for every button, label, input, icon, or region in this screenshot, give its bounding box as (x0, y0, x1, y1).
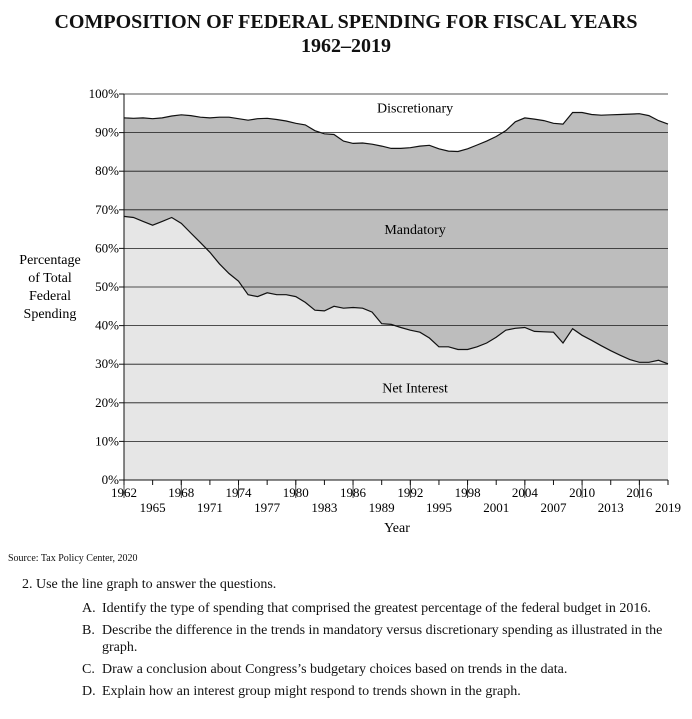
question-item-letter: D. (82, 684, 96, 699)
question-item: C. Draw a conclusion about Congress’s bud… (82, 661, 682, 678)
y-tick-label: 10% (95, 433, 119, 448)
y-tick-label: 30% (95, 356, 119, 371)
y-tick-label: 100% (89, 86, 120, 101)
y-axis-label-line: of Total (28, 271, 72, 286)
question-item-letter: C. (82, 662, 95, 677)
y-tick-label: 60% (95, 240, 119, 255)
question-item: D. Explain how an interest group might re… (82, 683, 682, 700)
x-tick-label: 2016 (626, 485, 653, 500)
area-chart: 0%10%20%30%40%50%60%70%80%90%100% 1962 19… (19, 86, 681, 536)
source-note: Source: Tax Policy Center, 2020 (8, 553, 138, 564)
x-tick-label: 2019 (655, 500, 681, 515)
question-item-letter: B. (82, 623, 95, 638)
chart-title: COMPOSITION OF FEDERAL SPENDING FOR FISC… (0, 10, 692, 58)
x-tick-label: 2010 (569, 485, 595, 500)
y-tick-label: 50% (95, 279, 119, 294)
discretionary-area (124, 216, 668, 480)
x-tick-label: 1980 (283, 485, 309, 500)
area-labels: Discretionary Mandatory Net Interest (377, 102, 453, 397)
mandatory-line (123, 111, 669, 153)
x-tick-label: 1986 (340, 485, 367, 500)
x-axis-label: Year (384, 521, 410, 536)
x-tick-label: 2004 (512, 485, 539, 500)
area-label: Net Interest (382, 381, 448, 396)
x-tick-label: 1962 (111, 485, 137, 500)
question-item-letter: A. (82, 601, 96, 616)
x-tick-label: 1992 (397, 485, 423, 500)
y-tick-label: 40% (95, 318, 119, 333)
x-tick-label: 1995 (426, 500, 452, 515)
x-tick-label: 1968 (168, 485, 194, 500)
x-tick-label: 1965 (140, 500, 166, 515)
question-item-text: Identify the type of spending that compr… (102, 601, 651, 616)
y-tick-label: 70% (95, 202, 119, 217)
question-prompt: 2. Use the line graph to answer the ques… (22, 577, 277, 592)
y-axis-label-line: Percentage (19, 253, 80, 268)
discretionary-line (123, 215, 669, 365)
y-tick-label: 0% (102, 472, 120, 487)
question-items: A. Identify the type of spending that com… (82, 600, 682, 705)
x-tick-label: 1989 (369, 500, 395, 515)
y-tick-label: 20% (95, 395, 119, 410)
chart-title-line-1: COMPOSITION OF FEDERAL SPENDING FOR FISC… (54, 11, 638, 33)
question-item: B. Describe the difference in the trends … (82, 622, 682, 656)
y-tick-label: 90% (95, 125, 119, 140)
x-tick-label: 2013 (598, 500, 624, 515)
x-axis-ticks: 1962 1968 1974 1980 1986 1992 1998 2004 2010 2016… (111, 480, 681, 515)
y-tick-label: 80% (95, 163, 119, 178)
area-label: Mandatory (384, 223, 445, 238)
area-label: Discretionary (377, 102, 453, 117)
x-tick-label: 1971 (197, 500, 223, 515)
y-axis-ticks: 0% 10% 20% 30% 40% 50% 60% 70% 80% 90% 100% (89, 86, 124, 487)
chart-title-line-2: 1962–2019 (301, 35, 391, 57)
x-tick-label: 1974 (226, 485, 253, 500)
x-tick-label: 2007 (540, 500, 567, 515)
y-axis-label-line: Spending (24, 307, 77, 322)
x-tick-label: 2001 (483, 500, 509, 515)
question-item-text: Describe the difference in the trends in… (102, 623, 663, 655)
x-tick-label: 1977 (254, 500, 281, 515)
question-item: A. Identify the type of spending that com… (82, 600, 682, 617)
chart-series-lines (123, 111, 669, 365)
question-item-text: Explain how an interest group might resp… (102, 684, 521, 699)
y-axis-label-line: Federal (29, 289, 71, 304)
question-item-text: Draw a conclusion about Congress’s budge… (102, 662, 568, 677)
x-tick-label: 1998 (455, 485, 481, 500)
y-axis-label: Percentage of Total Federal Spending (19, 253, 80, 322)
x-tick-label: 1983 (311, 500, 337, 515)
